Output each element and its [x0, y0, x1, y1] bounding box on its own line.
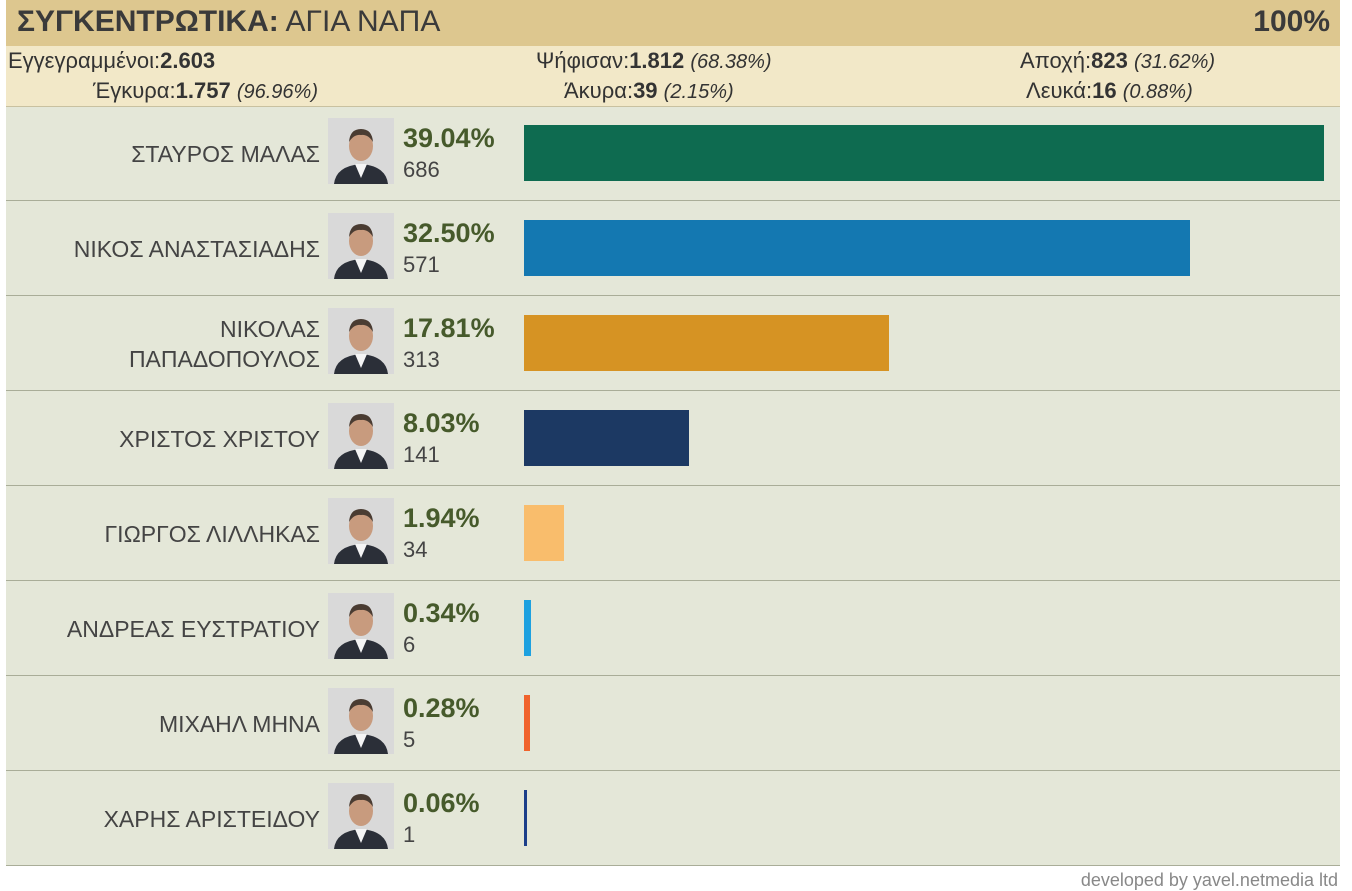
person-portrait-icon	[328, 308, 394, 374]
candidate-name: ΑΝΔΡΕΑΣ ΕΥΣΤΡΑΤΙΟΥ	[20, 614, 320, 644]
candidate-row: ΑΝΔΡΕΑΣ ΕΥΣΤΡΑΤΙΟΥ 0.34% 6	[6, 582, 1340, 676]
candidate-row: ΧΑΡΗΣ ΑΡΙΣΤΕΙΔΟΥ 0.06% 1	[6, 772, 1340, 866]
percent-counted: 100%	[1253, 5, 1330, 38]
result-bar	[524, 125, 1324, 181]
candidate-percent: 1.94%	[403, 503, 480, 533]
candidate-name: ΧΡΙΣΤΟΣ ΧΡΙΣΤΟΥ	[20, 424, 320, 454]
stat-abstention: Αποχή:823 (31.62%)	[1020, 48, 1216, 73]
person-portrait-icon	[328, 498, 394, 564]
title-place: ΑΓΙΑ ΝΑΠΑ	[285, 5, 441, 38]
candidate-percent: 39.04%	[403, 123, 495, 153]
candidate-row: ΝΙΚΟΣ ΑΝΑΣΤΑΣΙΑΔΗΣ 32.50% 571	[6, 202, 1340, 296]
stat-invalid: Άκυρα:39 (2.15%)	[564, 78, 734, 103]
candidate-name-line: ΣΤΑΥΡΟΣ ΜΑΛΑΣ	[131, 140, 320, 167]
person-portrait-icon	[328, 688, 394, 754]
results-header: ΣΥΓΚΕΝΤΡΩΤΙΚΑ: ΑΓΙΑ ΝΑΠΑ 100%	[6, 0, 1340, 46]
candidate-name-line: ΑΝΔΡΕΑΣ ΕΥΣΤΡΑΤΙΟΥ	[66, 615, 320, 642]
candidate-percent: 0.34%	[403, 598, 480, 628]
candidate-percent: 0.28%	[403, 693, 480, 723]
candidate-votes: 1	[403, 822, 416, 847]
page-title: ΣΥΓΚΕΝΤΡΩΤΙΚΑ: ΑΓΙΑ ΝΑΠΑ	[17, 5, 440, 39]
person-portrait-icon	[328, 213, 394, 279]
result-bar	[524, 695, 530, 751]
candidate-name: ΝΙΚΟΣ ΑΝΑΣΤΑΣΙΑΔΗΣ	[20, 234, 320, 264]
candidate-name: ΧΑΡΗΣ ΑΡΙΣΤΕΙΔΟΥ	[20, 804, 320, 834]
candidate-percent: 8.03%	[403, 408, 480, 438]
turnout-stats: Εγγεγραμμένοι:2.603 Ψήφισαν:1.812 (68.38…	[6, 46, 1340, 107]
candidate-row: ΝΙΚΟΛΑΣ ΠΑΠΑΔΟΠΟΥΛΟΣ 17.81% 313	[6, 297, 1340, 391]
candidate-name-line: ΧΡΙΣΤΟΣ ΧΡΙΣΤΟΥ	[119, 425, 320, 452]
candidate-percent: 0.06%	[403, 788, 480, 818]
candidate-results: ΣΤΑΥΡΟΣ ΜΑΛΑΣ 39.04% 686 ΝΙΚΟΣ ΑΝΑΣΤΑΣΙΑΔΗΣ…	[6, 107, 1340, 866]
candidate-votes: 6	[403, 632, 416, 657]
stat-blank: Λευκά:16 (0.88%)	[1026, 78, 1193, 103]
candidate-name: ΣΤΑΥΡΟΣ ΜΑΛΑΣ	[20, 139, 320, 169]
candidate-votes: 313	[403, 347, 440, 372]
person-portrait-icon	[328, 593, 394, 659]
result-bar	[524, 410, 689, 466]
candidate-row: ΜΙΧΑΗΛ ΜΗΝΑ 0.28% 5	[6, 677, 1340, 771]
candidate-percent: 32.50%	[403, 218, 495, 248]
result-bar	[524, 790, 527, 846]
candidate-row: ΓΙΩΡΓΟΣ ΛΙΛΛΗΚΑΣ 1.94% 34	[6, 487, 1340, 581]
person-portrait-icon	[328, 783, 394, 849]
stat-valid: Έγκυρα:1.757 (96.96%)	[93, 78, 318, 103]
candidate-name-line: ΠΑΠΑΔΟΠΟΥΛΟΣ	[128, 345, 320, 372]
person-portrait-icon	[328, 118, 394, 184]
candidate-row: ΣΤΑΥΡΟΣ ΜΑΛΑΣ 39.04% 686	[6, 107, 1340, 201]
candidate-votes: 34	[403, 537, 428, 562]
result-bar	[524, 315, 889, 371]
candidate-name-line: ΓΙΩΡΓΟΣ ΛΙΛΛΗΚΑΣ	[104, 520, 320, 547]
result-bar	[524, 600, 531, 656]
candidate-name: ΓΙΩΡΓΟΣ ΛΙΛΛΗΚΑΣ	[20, 519, 320, 549]
candidate-name: ΜΙΧΑΗΛ ΜΗΝΑ	[20, 709, 320, 739]
candidate-percent: 17.81%	[403, 313, 495, 343]
result-bar	[524, 220, 1190, 276]
candidate-row: ΧΡΙΣΤΟΣ ΧΡΙΣΤΟΥ 8.03% 141	[6, 392, 1340, 486]
candidate-name-line: ΧΑΡΗΣ ΑΡΙΣΤΕΙΔΟΥ	[103, 805, 320, 832]
candidate-votes: 5	[403, 727, 416, 752]
candidate-name-line: ΜΙΧΑΗΛ ΜΗΝΑ	[158, 710, 320, 737]
person-portrait-icon	[328, 403, 394, 469]
stat-registered: Εγγεγραμμένοι:2.603	[8, 48, 216, 73]
candidate-votes: 571	[403, 252, 440, 277]
candidate-votes: 686	[403, 157, 440, 182]
result-bar	[524, 505, 564, 561]
candidate-votes: 141	[403, 442, 440, 467]
candidate-name-line: ΝΙΚΟΣ ΑΝΑΣΤΑΣΙΑΔΗΣ	[73, 235, 320, 262]
title-label: ΣΥΓΚΕΝΤΡΩΤΙΚΑ:	[17, 5, 279, 38]
candidate-name-line: ΝΙΚΟΛΑΣ	[219, 315, 320, 342]
stat-voted: Ψήφισαν:1.812 (68.38%)	[536, 48, 772, 73]
candidate-name: ΝΙΚΟΛΑΣ ΠΑΠΑΔΟΠΟΥΛΟΣ	[20, 314, 320, 374]
footer-credit: developed by yavel.netmedia ltd	[1080, 870, 1338, 890]
